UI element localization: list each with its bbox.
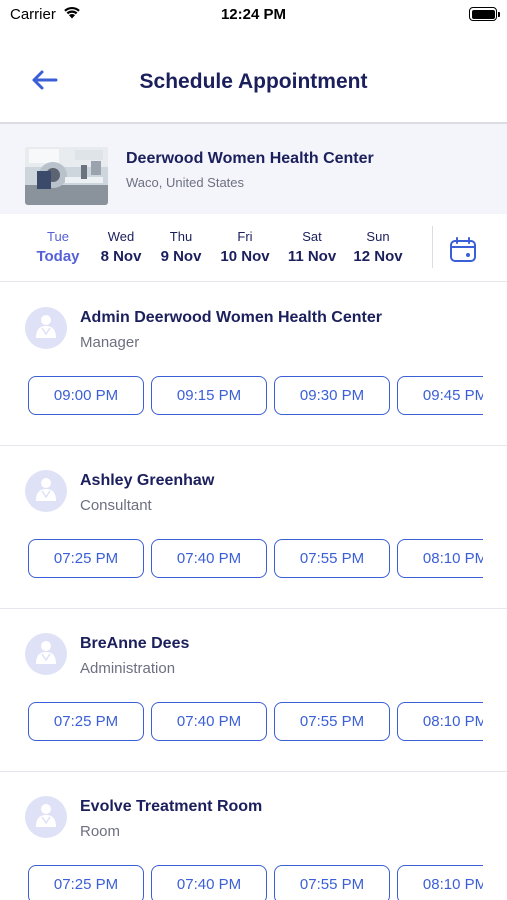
arrow-left-icon <box>30 69 58 96</box>
time-slot-button[interactable]: 09:45 PM <box>397 376 483 415</box>
date-label: 10 Nov <box>220 248 270 265</box>
date-dow: Tue <box>47 229 69 244</box>
calendar-icon <box>448 237 478 268</box>
provider-role: Consultant <box>80 497 152 514</box>
date-tab-sat[interactable]: Sat 11 Nov <box>281 229 343 265</box>
time-slot-button[interactable]: 07:40 PM <box>151 539 267 578</box>
date-label: 12 Nov <box>353 248 403 265</box>
time-slot-button[interactable]: 07:55 PM <box>274 865 390 900</box>
time-slot-button[interactable]: 07:40 PM <box>151 865 267 900</box>
doctor-icon <box>34 639 58 670</box>
time-slot-button[interactable]: 08:10 PM <box>397 702 483 741</box>
clinic-location: Waco, United States <box>126 175 245 190</box>
time-slot-button[interactable]: 08:10 PM <box>397 539 483 578</box>
time-slot-button[interactable]: 09:15 PM <box>151 376 267 415</box>
date-dow: Thu <box>169 229 193 244</box>
date-tab-thu[interactable]: Thu 9 Nov <box>150 229 212 265</box>
status-time: 12:24 PM <box>220 6 287 23</box>
clinic-name: Deerwood Women Health Center <box>126 150 374 167</box>
date-label: 11 Nov <box>287 248 337 265</box>
time-slot-button[interactable]: 07:40 PM <box>151 702 267 741</box>
clinic-card: Deerwood Women Health Center Waco, Unite… <box>0 124 507 214</box>
time-slot-button[interactable]: 07:25 PM <box>28 702 144 741</box>
provider-list: Admin Deerwood Women Health Center Manag… <box>0 283 507 900</box>
time-slot-button[interactable]: 08:10 PM <box>397 865 483 900</box>
carrier-label: Carrier <box>10 6 56 23</box>
time-slot-button[interactable]: 09:30 PM <box>274 376 390 415</box>
time-slot-row[interactable]: 07:25 PM 07:40 PM 07:55 PM 08:10 PM <box>28 539 483 579</box>
provider-name: Admin Deerwood Women Health Center <box>80 309 382 326</box>
date-dow: Sun <box>366 229 390 244</box>
date-dow: Sat <box>302 229 322 244</box>
date-dow: Wed <box>107 229 135 244</box>
time-slot-row[interactable]: 07:25 PM 07:40 PM 07:55 PM 08:10 PM <box>28 702 483 742</box>
time-slot-row[interactable]: 07:25 PM 07:40 PM 07:55 PM 08:10 PM <box>28 865 483 900</box>
avatar <box>25 633 67 675</box>
date-label: 8 Nov <box>100 248 142 265</box>
date-label: 9 Nov <box>160 248 202 265</box>
time-slot-button[interactable]: 07:25 PM <box>28 865 144 900</box>
provider-role: Room <box>80 823 121 840</box>
time-slot-button[interactable]: 07:25 PM <box>28 539 144 578</box>
doctor-icon <box>34 802 58 833</box>
header: Schedule Appointment <box>0 48 507 118</box>
provider-row: Evolve Treatment Room Room 07:25 PM 07:4… <box>0 772 507 900</box>
provider-name: Ashley Greenhaw <box>80 472 215 489</box>
date-tab-wed[interactable]: Wed 8 Nov <box>90 229 152 265</box>
wifi-icon <box>62 5 82 25</box>
calendar-button[interactable] <box>448 236 478 264</box>
time-slot-button[interactable]: 09:00 PM <box>28 376 144 415</box>
date-selector: Tue Today Wed 8 Nov Thu 9 Nov Fri 10 Nov… <box>0 214 507 282</box>
avatar <box>25 796 67 838</box>
doctor-icon <box>34 313 58 344</box>
provider-row: BreAnne Dees Administration 07:25 PM 07:… <box>0 609 507 772</box>
date-divider <box>432 226 433 268</box>
time-slot-button[interactable]: 07:55 PM <box>274 702 390 741</box>
provider-name: Evolve Treatment Room <box>80 798 263 815</box>
avatar <box>25 307 67 349</box>
time-slot-row[interactable]: 09:00 PM 09:15 PM 09:30 PM 09:45 PM <box>28 376 483 416</box>
avatar <box>25 470 67 512</box>
date-tab-fri[interactable]: Fri 10 Nov <box>214 229 276 265</box>
provider-row: Admin Deerwood Women Health Center Manag… <box>0 283 507 446</box>
header-divider <box>0 122 507 124</box>
date-dow: Fri <box>237 229 253 244</box>
date-tab-today[interactable]: Tue Today <box>27 229 89 265</box>
status-bar: Carrier 12:24 PM <box>0 0 507 30</box>
back-button[interactable] <box>26 66 62 98</box>
provider-role: Manager <box>80 334 140 351</box>
provider-name: BreAnne Dees <box>80 635 190 652</box>
clinic-photo <box>25 147 108 205</box>
doctor-icon <box>34 476 58 507</box>
date-label: Today <box>36 248 80 265</box>
time-slot-button[interactable]: 07:55 PM <box>274 539 390 578</box>
battery-icon <box>469 7 500 21</box>
provider-role: Administration <box>80 660 176 677</box>
page-title: Schedule Appointment <box>139 70 368 93</box>
provider-row: Ashley Greenhaw Consultant 07:25 PM 07:4… <box>0 446 507 609</box>
date-tab-sun[interactable]: Sun 12 Nov <box>347 229 409 265</box>
